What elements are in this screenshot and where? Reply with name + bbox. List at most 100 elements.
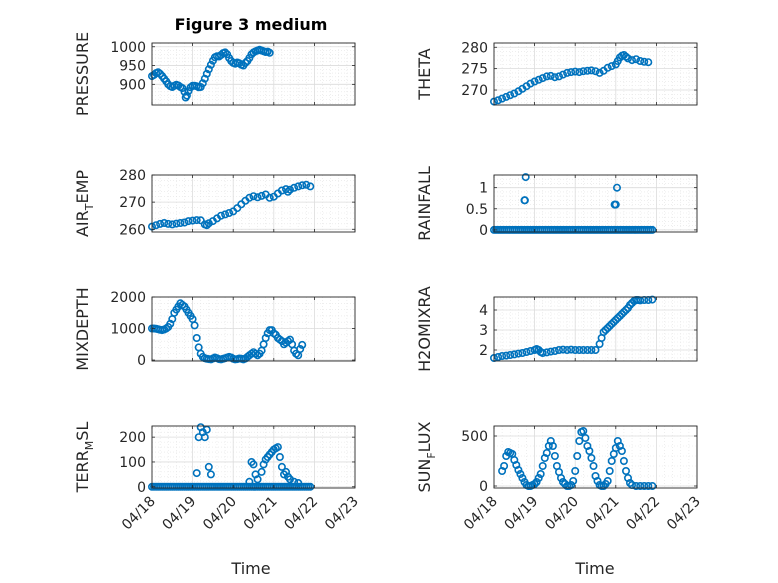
data-point: [591, 67, 600, 76]
data-point: [166, 319, 175, 328]
data-point: [188, 216, 197, 225]
data-point: [245, 477, 254, 486]
data-point: [265, 48, 274, 57]
data-point: [530, 77, 539, 86]
data-point: [632, 55, 641, 64]
data-point: [542, 72, 551, 81]
data-point: [514, 349, 523, 358]
axes-box: [493, 174, 698, 233]
y-tick-label: 950: [119, 59, 146, 75]
data-point: [623, 54, 632, 63]
data-point: [164, 219, 173, 228]
data-point: [518, 473, 527, 482]
data-point: [172, 219, 181, 228]
data-point: [627, 56, 636, 65]
data-point: [277, 462, 286, 471]
data-point: [506, 350, 515, 359]
data-point: [198, 79, 207, 88]
data-point: [605, 321, 614, 330]
data-point: [595, 68, 604, 77]
data-point: [615, 311, 624, 320]
data-point: [554, 72, 563, 81]
y-tick-label: 280: [119, 168, 146, 184]
data-point: [636, 56, 645, 65]
data-point: [550, 346, 559, 355]
data-point: [556, 473, 565, 482]
data-point: [520, 196, 529, 205]
data-point: [625, 300, 634, 309]
data-point: [593, 476, 602, 485]
subplot-h2omixra: 2 3 4 H2OMIXRA: [415, 286, 698, 372]
data-point: [217, 211, 226, 220]
y-tick-label: 2000: [110, 290, 146, 306]
y-tick-label: 275: [461, 62, 488, 78]
data-point: [522, 347, 531, 356]
data-point: [253, 193, 262, 202]
y-tick-label: 0: [137, 480, 146, 496]
data-point: [548, 441, 557, 450]
data-point: [546, 71, 555, 80]
data-point: [599, 481, 608, 490]
data-point: [306, 182, 315, 191]
x-axis-label-right: Time: [574, 559, 614, 578]
y-tick-label: 1000: [110, 40, 146, 56]
data-point: [644, 58, 653, 67]
axes-box: [151, 174, 356, 233]
data-point: [534, 473, 543, 482]
y-tick-label: 100: [119, 455, 146, 471]
data-point: [221, 48, 230, 57]
data-point: [550, 451, 559, 460]
data-point: [536, 469, 545, 478]
data-point: [581, 433, 590, 442]
y-tick-label: 260: [119, 222, 146, 238]
data-point: [611, 443, 620, 452]
data-point: [192, 469, 201, 478]
y-axis-label: SUNFLUX: [415, 421, 438, 492]
data-point: [648, 481, 657, 490]
data-point: [632, 481, 641, 490]
data-point: [589, 461, 598, 470]
data-point: [546, 347, 555, 356]
data-point: [514, 465, 523, 474]
data-point: [619, 307, 628, 316]
axes-box: [151, 425, 356, 489]
data-point: [579, 426, 588, 435]
data-point: [202, 69, 211, 78]
data-point: [200, 433, 209, 442]
data-point: [538, 74, 547, 83]
y-tick-label: 270: [461, 83, 488, 99]
data-point: [550, 73, 559, 82]
data-point: [648, 295, 657, 304]
data-point: [160, 219, 169, 228]
data-point: [617, 309, 626, 318]
data-point: [184, 217, 193, 226]
y-tick-label: 3: [479, 323, 488, 339]
data-point: [498, 94, 507, 103]
data-point: [612, 183, 621, 192]
y-axis-label: AIRTEMP: [73, 170, 96, 237]
data-point: [542, 448, 551, 457]
data-point: [579, 345, 588, 354]
data-point: [573, 451, 582, 460]
data-point: [571, 466, 580, 475]
data-point: [601, 325, 610, 334]
data-point: [206, 60, 215, 69]
data-point: [204, 462, 213, 471]
chart-title: Figure 3 medium: [175, 15, 328, 34]
data-point: [538, 461, 547, 470]
data-point: [253, 475, 262, 484]
data-point: [182, 91, 191, 100]
y-axis-label: H2OMIXRA: [415, 286, 434, 372]
data-point: [617, 446, 626, 455]
data-point: [180, 218, 189, 227]
data-point: [221, 210, 230, 219]
data-point: [257, 191, 266, 200]
data-point: [587, 345, 596, 354]
data-point: [575, 436, 584, 445]
data-point: [498, 351, 507, 360]
data-point: [298, 181, 307, 190]
y-tick-label: 0: [479, 479, 488, 495]
subplot-rainfall: 0 0.5 1 RAINFALL: [415, 166, 698, 241]
data-point: [257, 467, 266, 476]
